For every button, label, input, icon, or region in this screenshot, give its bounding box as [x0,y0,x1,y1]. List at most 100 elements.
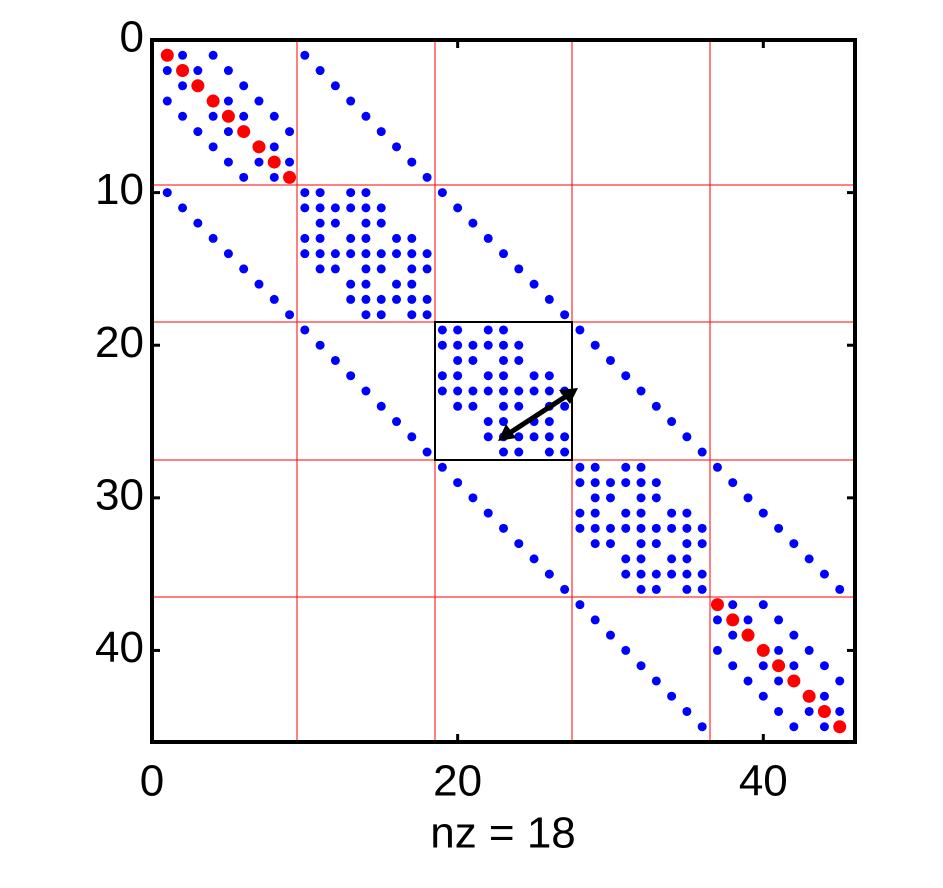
point [208,50,218,60]
point [162,66,172,76]
point [529,386,539,396]
point [237,125,251,139]
point [728,478,738,488]
point [636,508,646,518]
point [407,279,417,289]
point [758,600,768,610]
point [560,310,570,320]
point [499,371,508,381]
point [392,417,402,427]
point [499,417,508,427]
arrow-head [498,424,516,441]
point [178,111,188,121]
point [835,676,845,686]
point [361,188,371,198]
point [499,401,508,411]
point [361,310,371,320]
point [300,233,310,243]
point [300,50,310,60]
point [453,478,463,488]
point [407,432,417,442]
point [514,401,524,411]
point [651,523,661,533]
point [208,142,218,152]
point [667,569,677,579]
point [422,172,432,182]
point [223,249,233,259]
point [376,310,386,320]
point [453,386,463,396]
point [667,523,677,533]
point [835,706,845,716]
point [300,249,310,259]
point [407,233,417,243]
point [422,310,432,320]
point [376,264,386,274]
point [376,401,386,411]
point [315,203,325,213]
point [483,233,493,243]
y-tick-label: 0 [120,13,144,62]
point [697,539,707,549]
point [712,462,722,472]
point [285,310,295,320]
point [560,432,570,442]
point [697,722,707,732]
point [514,539,524,549]
point [330,203,340,213]
point [651,584,661,594]
point [636,661,646,671]
point [499,355,508,365]
point [667,554,677,564]
point [819,661,829,671]
point [560,447,570,457]
point [223,157,233,167]
point [514,340,524,350]
point [590,539,600,549]
point [682,554,692,564]
point [544,569,554,579]
point [621,569,631,579]
point [160,48,174,62]
point [728,600,738,610]
point [560,584,570,594]
point [330,218,340,228]
point [651,539,661,549]
arrow-shaft [506,392,570,437]
point [544,386,554,396]
point [575,478,585,488]
point [499,325,508,335]
point [193,127,203,137]
point [254,279,264,289]
point [651,401,661,411]
point [651,478,661,488]
point [361,264,371,274]
point [468,386,478,396]
point [636,493,646,503]
point [575,325,585,335]
point [651,676,661,686]
arrow-head [559,388,578,404]
point [835,584,845,594]
point [346,233,356,243]
point [514,355,524,365]
point [544,417,554,427]
point [499,340,508,350]
point [346,371,356,381]
point [605,478,615,488]
point [483,386,493,396]
point [407,157,417,167]
point [605,539,615,549]
point [239,172,249,182]
point [774,523,784,533]
point [804,554,814,564]
point [514,386,524,396]
point [590,508,600,518]
point [254,157,264,167]
point [741,628,755,642]
point [575,508,585,518]
point [605,355,615,365]
point [636,554,646,564]
point [162,96,172,106]
point [376,203,386,213]
